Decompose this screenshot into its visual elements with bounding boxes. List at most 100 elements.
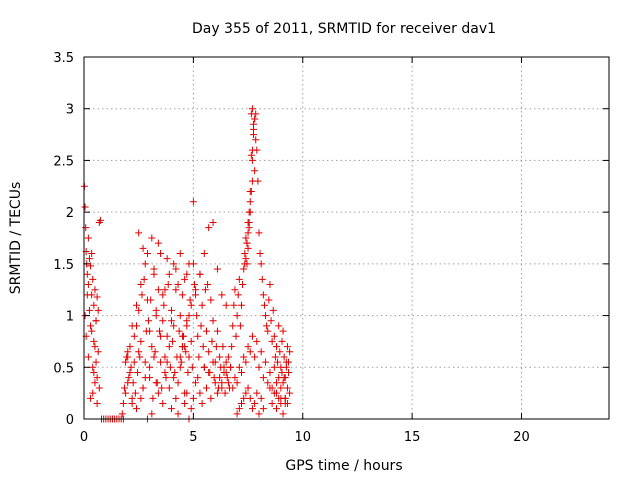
data-point [245,224,253,232]
data-point [172,265,180,273]
data-point [163,332,171,340]
data-point [176,363,184,371]
data-point [94,306,102,314]
data-point [235,405,243,413]
x-tick-label: 0 [80,430,88,445]
data-point [229,384,237,392]
data-point [283,384,291,392]
y-tick-label: 0.5 [53,361,74,376]
data-point [251,115,259,123]
data-point [145,317,153,325]
data-point [177,358,185,366]
data-point [174,379,182,387]
data-point [168,405,175,413]
data-point [278,368,286,376]
data-point [134,368,142,376]
data-point [93,293,101,301]
chart-title: Day 355 of 2011, SRMTID for receiver dav… [192,21,496,37]
data-point [257,394,265,402]
data-point [135,229,143,237]
data-point [268,337,276,345]
data-point [230,301,238,309]
data-point [158,384,166,392]
data-point [266,368,274,376]
data-point [119,399,127,407]
data-point [130,358,138,366]
data-point [241,250,249,258]
data-point [255,410,263,418]
data-point [205,348,213,356]
data-point [181,343,189,351]
data-point [280,374,288,382]
data-point [203,327,210,335]
data-point [203,384,210,392]
data-point [159,317,167,325]
data-point [278,337,286,345]
data-point [130,332,138,340]
data-point [161,353,169,361]
data-point [212,343,220,351]
data-point [163,255,171,263]
data-point [172,394,180,402]
data-point [285,368,293,376]
data-point [242,234,250,242]
data-point [93,399,101,407]
y-tick-label: 2.5 [53,154,74,169]
data-point [185,312,193,320]
data-point [143,296,151,304]
data-point [231,374,239,382]
data-point [221,389,229,397]
data-point [213,327,221,335]
data-point [90,368,98,376]
data-point [256,250,264,258]
data-point [137,337,145,345]
data-point [183,322,191,330]
data-point [122,389,130,397]
axis-ticks: 0 5 10 15 20 0 0.5 1 1.5 2 2.5 3 3.5 [53,51,609,445]
data-point [267,317,275,325]
data-point [174,281,182,289]
data-point [169,337,177,345]
data-point [205,368,213,376]
data-point [149,394,157,402]
data-point [151,348,159,356]
data-point [283,343,291,351]
data-point [219,343,227,351]
data-point [125,374,133,382]
data-point [213,265,221,273]
data-point [281,394,289,402]
data-point [128,399,136,407]
data-point [82,224,90,232]
data-point [91,286,99,294]
data-point [89,363,97,371]
data-point [148,410,156,418]
data-point [277,399,285,407]
data-point [139,244,147,252]
data-point [244,229,252,237]
data-point [161,368,169,376]
data-point [276,348,284,356]
data-point [141,260,149,268]
data-point [133,405,140,413]
data-point [253,337,261,345]
data-point [165,270,173,278]
data-point [204,281,212,289]
data-point [257,260,265,268]
data-point [83,270,91,278]
data-point [273,343,280,351]
data-point [154,239,162,247]
data-point [244,218,252,226]
data-point [81,203,89,211]
data-point [137,281,145,289]
data-point [157,358,165,366]
data-point [216,353,224,361]
data-point [122,358,130,366]
data-point [205,224,213,232]
data-point [128,322,136,330]
data-point [283,399,291,407]
data-point [247,151,255,159]
data-point [250,120,258,128]
data-point [228,343,236,351]
data-point [94,348,102,356]
y-tick-label: 2 [66,206,74,221]
